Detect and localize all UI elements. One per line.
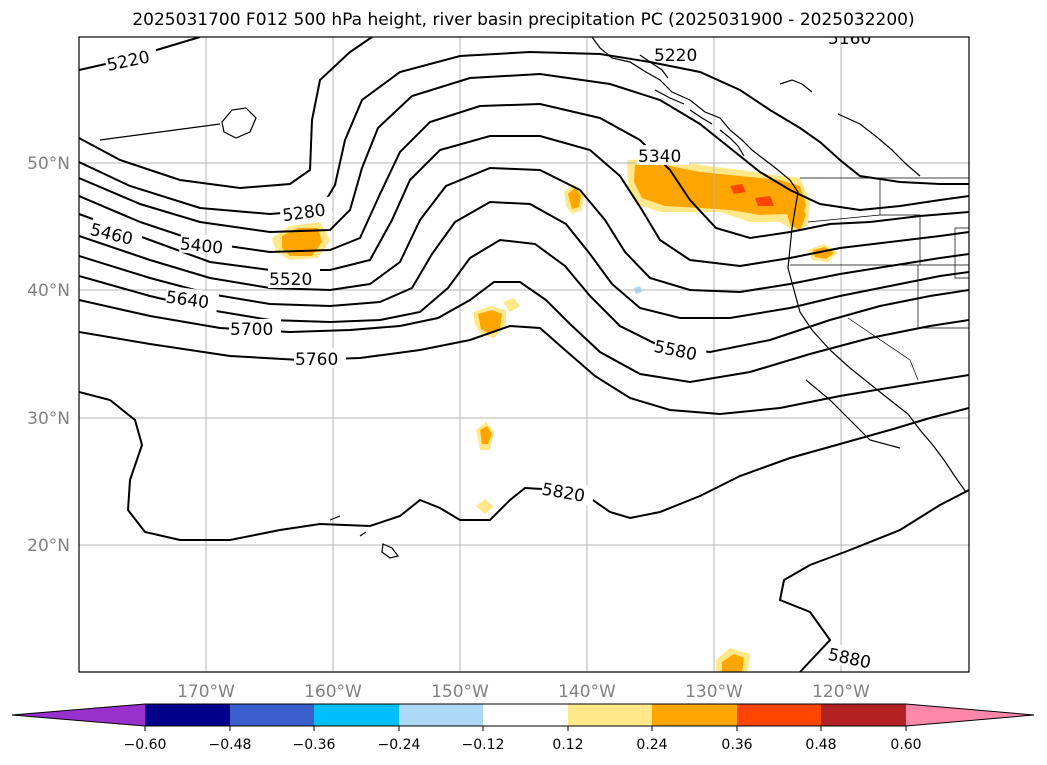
lat-label-30n: 30°N bbox=[27, 409, 70, 429]
contour-label: 5340 bbox=[638, 147, 681, 167]
lat-label-40n: 40°N bbox=[27, 281, 70, 301]
contour-label: 5400 bbox=[179, 234, 224, 258]
lon-label-140w: 140°W bbox=[558, 682, 616, 702]
lon-label-120w: 120°W bbox=[812, 682, 870, 702]
colorbar-segment bbox=[652, 704, 737, 726]
contour-label: 5160 bbox=[828, 29, 871, 49]
map-frame bbox=[78, 36, 970, 673]
colorbar-tick-label: −0.24 bbox=[378, 737, 421, 753]
colorbar-tick-label: 0.12 bbox=[552, 737, 583, 753]
colorbar-tick-label: 0.60 bbox=[890, 737, 921, 753]
coastlines bbox=[99, 37, 967, 559]
colorbar-tick-label: 0.48 bbox=[805, 737, 836, 753]
lon-label-130w: 130°W bbox=[685, 682, 743, 702]
lat-label-50n: 50°N bbox=[27, 154, 70, 174]
map-plot-area: 5220 5160 5220 5280 5340 5400 5460 5520 … bbox=[79, 29, 969, 672]
contour-label: 5220 bbox=[654, 46, 697, 66]
height-contours bbox=[79, 37, 969, 672]
contour-label: 5760 bbox=[295, 350, 338, 370]
lon-label-170w: 170°W bbox=[177, 682, 235, 702]
colorbar-extend-left bbox=[12, 704, 145, 726]
lat-label-20n: 20°N bbox=[27, 536, 70, 556]
colorbar-segment bbox=[483, 704, 568, 726]
colorbar-segment bbox=[314, 704, 399, 726]
colorbar-segment bbox=[230, 704, 314, 726]
colorbar-tick-label: −0.12 bbox=[462, 737, 505, 753]
colorbar-segment bbox=[821, 704, 906, 726]
colorbar-segment bbox=[568, 704, 652, 726]
map-title: 2025031700 F012 500 hPa height, river ba… bbox=[132, 10, 915, 30]
map-gridlines bbox=[79, 37, 969, 672]
colorbar-extend-right bbox=[906, 704, 1034, 726]
colorbar-segment bbox=[145, 704, 230, 726]
lon-label-160w: 160°W bbox=[304, 682, 362, 702]
colorbar-tick-label: −0.60 bbox=[124, 737, 167, 753]
lon-label-150w: 150°W bbox=[431, 682, 489, 702]
colorbar-tick-label: 0.36 bbox=[721, 737, 752, 753]
latitude-labels: 50°N 40°N 30°N 20°N bbox=[27, 154, 70, 556]
colorbar-segment bbox=[737, 704, 821, 726]
colorbar-tick-label: 0.24 bbox=[636, 737, 667, 753]
colorbar-tick-label: −0.36 bbox=[293, 737, 336, 753]
contour-label: 5520 bbox=[269, 270, 312, 290]
colorbar: −0.60 −0.48 −0.36 −0.24 −0.12 0.12 0.24 … bbox=[11, 703, 1035, 753]
colorbar-segment bbox=[399, 704, 483, 726]
longitude-labels: 170°W 160°W 150°W 140°W 130°W 120°W bbox=[177, 682, 870, 702]
colorbar-tick-label: −0.48 bbox=[209, 737, 252, 753]
contour-labels: 5220 5160 5220 5280 5340 5400 5460 5520 … bbox=[88, 29, 882, 672]
contour-label: 5700 bbox=[230, 320, 273, 340]
